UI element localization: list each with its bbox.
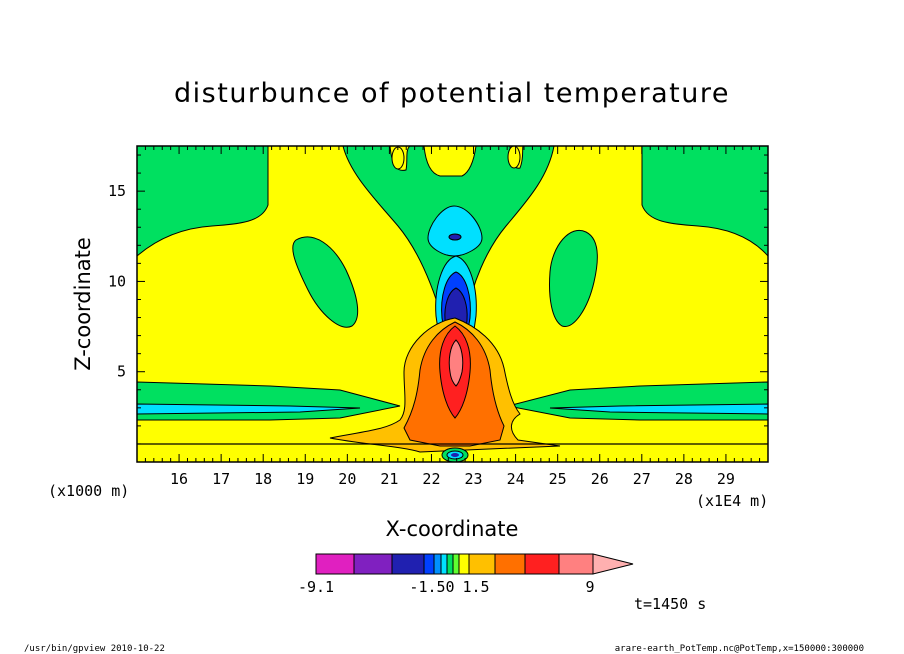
colorbar-segment	[433, 553, 442, 575]
colorbar-segment	[524, 553, 560, 575]
plot-frame	[136, 145, 769, 463]
colorbar-segment	[468, 553, 496, 575]
y-tick-label: 5	[117, 363, 126, 381]
green-region-mid-left	[292, 236, 359, 328]
x-axis-label: X-coordinate	[386, 517, 519, 541]
blue-core-upper	[448, 233, 462, 241]
colorbar-segment	[452, 553, 460, 575]
x-tick-label: 20	[338, 470, 356, 488]
colorbar-segment	[315, 553, 355, 575]
yellow-island	[391, 146, 405, 170]
y-unit-label: (x1000 m)	[48, 482, 129, 500]
contour-field	[137, 146, 768, 462]
x-tick-label: 26	[591, 470, 609, 488]
cyan-region-upper	[427, 205, 483, 257]
colorbar-segment	[440, 553, 448, 575]
colorbar-label-max: 9	[585, 578, 594, 596]
x-tick-label: 29	[717, 470, 735, 488]
x-tick-label: 27	[633, 470, 651, 488]
x-tick-label: 23	[465, 470, 483, 488]
colorbar	[315, 553, 634, 575]
colorbar-label-pos: 1.5	[462, 578, 489, 596]
y-axis-ticks: 5 10 15	[108, 154, 768, 463]
time-label: t=1450 s	[634, 595, 706, 613]
colorbar-segment	[446, 553, 454, 575]
x-tick-label: 28	[675, 470, 693, 488]
x-unit-label: (x1E4 m)	[696, 492, 768, 510]
chart-title: disturbunce of potential temperature	[174, 78, 730, 109]
y-tick-label: 15	[108, 182, 126, 200]
x-tick-label: 19	[296, 470, 314, 488]
y-axis-label: Z-coordinate	[71, 237, 95, 371]
x-tick-label: 16	[170, 470, 188, 488]
x-axis-ticks: 16 17 18 19 20 21 22 23 24 25 26 27 28 29	[136, 146, 769, 488]
cyan-band-left	[137, 403, 361, 415]
footer-left: /usr/bin/gpview 2010-10-22	[24, 644, 165, 654]
green-region-mid-right	[549, 229, 598, 327]
x-tick-label: 22	[422, 470, 440, 488]
colorbar-arrow	[592, 553, 634, 575]
colorbar-label-min: -9.1	[298, 578, 334, 596]
footer-right: arare-earth_PotTemp.nc@PotTemp,x=150000:…	[615, 644, 864, 654]
colorbar-segment	[391, 553, 425, 575]
x-tick-label: 18	[254, 470, 272, 488]
cyan-band-right	[549, 403, 768, 415]
x-tick-label: 21	[380, 470, 398, 488]
x-tick-label: 25	[549, 470, 567, 488]
colorbar-segment	[458, 553, 470, 575]
colorbar-segment	[558, 553, 594, 575]
x-tick-label: 24	[507, 470, 525, 488]
green-region-top-left	[137, 146, 269, 257]
colorbar-segment	[494, 553, 526, 575]
green-region-top-right	[641, 146, 768, 257]
x-tick-label: 17	[212, 470, 230, 488]
yellow-island	[507, 146, 521, 169]
y-tick-label: 10	[108, 272, 126, 290]
colorbar-label-neg: -1.50	[409, 578, 454, 596]
pink-core	[448, 339, 464, 387]
colorbar-segment	[353, 553, 393, 575]
surface-blue-cell	[451, 453, 459, 457]
colorbar-segment	[423, 553, 435, 575]
